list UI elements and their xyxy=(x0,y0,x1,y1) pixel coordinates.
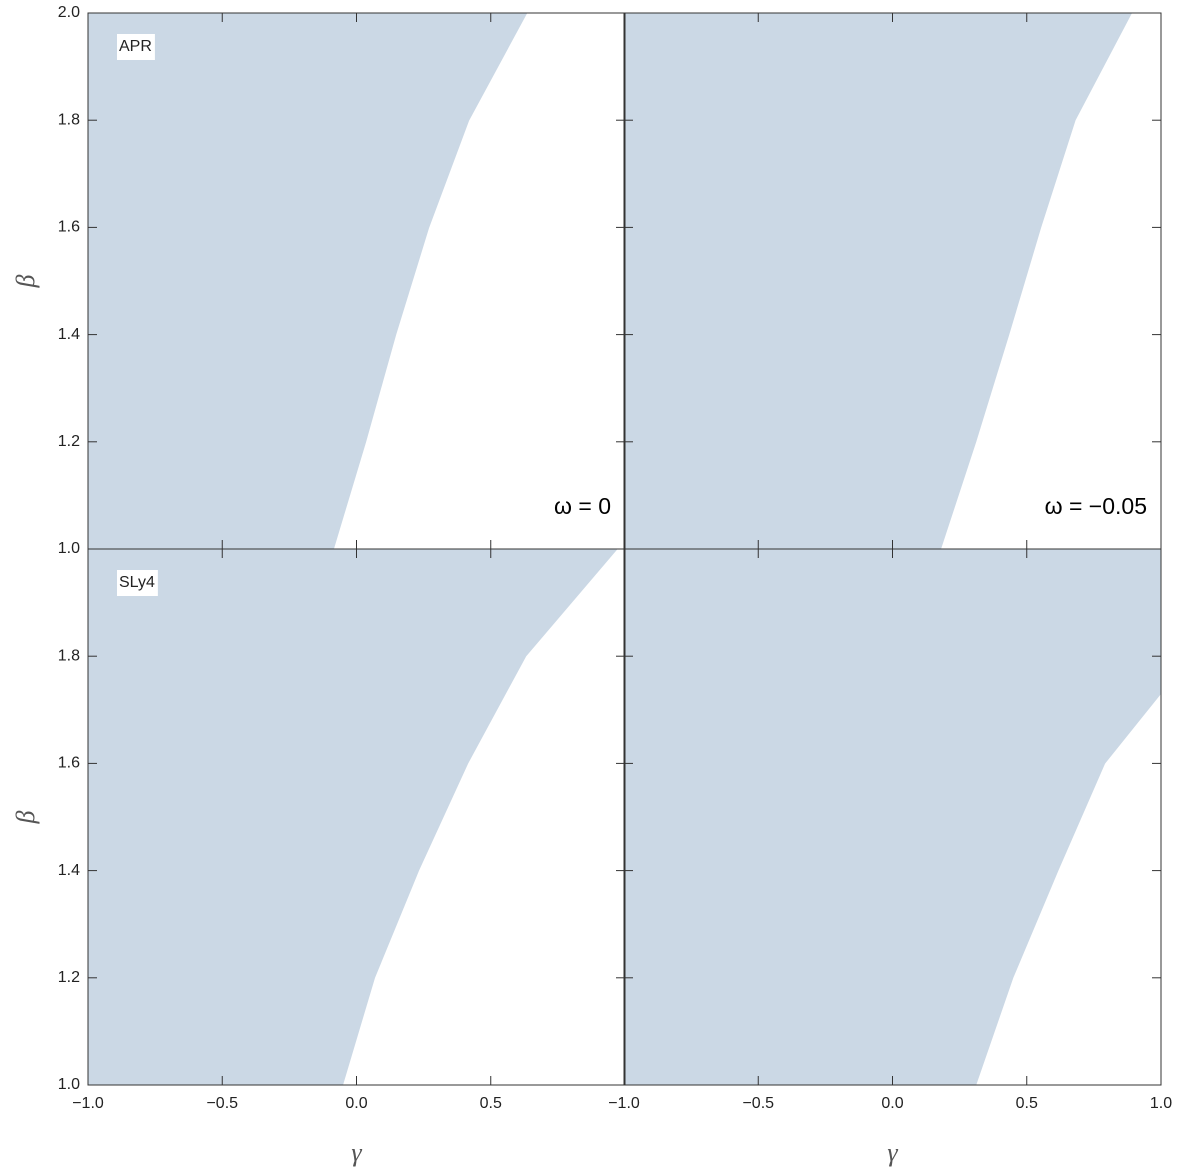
y-tick-label: 1.8 xyxy=(58,111,80,128)
x-tick-label: −1.0 xyxy=(72,1095,104,1112)
y-axis-label: β xyxy=(11,274,40,288)
y-tick-label: 1.6 xyxy=(58,219,80,236)
y-tick-label: 1.4 xyxy=(58,326,80,343)
region-boundary xyxy=(342,548,618,1086)
y-tick-label: 1.8 xyxy=(58,647,80,664)
x-tick-label: 0.5 xyxy=(1016,1095,1038,1112)
x-tick-label: −0.5 xyxy=(206,1095,238,1112)
x-tick-label: 1.0 xyxy=(1150,1095,1172,1112)
x-axis-label: γ xyxy=(887,1138,898,1167)
region xyxy=(624,549,1161,1085)
panel: 1.0 1.2 1.4 1.6 1.8 2.0 APR ω = 0 β xyxy=(11,4,625,557)
y-tick-label: 1.0 xyxy=(58,1076,80,1093)
region-boundary xyxy=(975,692,1162,1086)
x-tick-label: 0.0 xyxy=(345,1095,367,1112)
label-box xyxy=(117,570,158,596)
panel: −1.0 −0.5 0.0 0.5 1.0 γ xyxy=(608,549,1172,1167)
x-tick-label: 0.0 xyxy=(881,1095,903,1112)
x-axis-label: γ xyxy=(351,1138,362,1167)
annotation: ω = −0.05 xyxy=(1045,493,1147,519)
region xyxy=(88,13,527,549)
region xyxy=(624,13,1132,549)
y-axis-label: β xyxy=(11,810,40,824)
y-tick-label: 1.6 xyxy=(58,755,80,772)
panel-frame xyxy=(623,548,1162,1086)
panel-frame xyxy=(87,548,626,1086)
label-box xyxy=(117,34,155,60)
region xyxy=(88,549,617,1085)
x-tick-label: −1.0 xyxy=(608,1095,640,1112)
x-tick-label: 0.5 xyxy=(480,1095,502,1112)
region-boundary xyxy=(940,12,1132,550)
y-tick-label: 1.2 xyxy=(58,433,80,450)
y-tick-label: 1.4 xyxy=(58,862,80,879)
y-tick-label: 1.2 xyxy=(58,969,80,986)
panel-label: SLy4 xyxy=(119,574,155,591)
x-tick-label: −0.5 xyxy=(742,1095,774,1112)
annotation: ω = 0 xyxy=(554,493,611,519)
y-tick-label: 1.0 xyxy=(58,540,80,557)
region-boundary xyxy=(332,12,528,550)
panel: ω = −0.05 xyxy=(623,12,1162,550)
panel-label: APR xyxy=(119,38,152,55)
y-tick-label: 2.0 xyxy=(58,4,80,21)
panel: −1.0 −0.5 0.0 0.5 1.0 1.2 1.4 1.6 1.8 SLy4 β γ xyxy=(11,548,625,1167)
